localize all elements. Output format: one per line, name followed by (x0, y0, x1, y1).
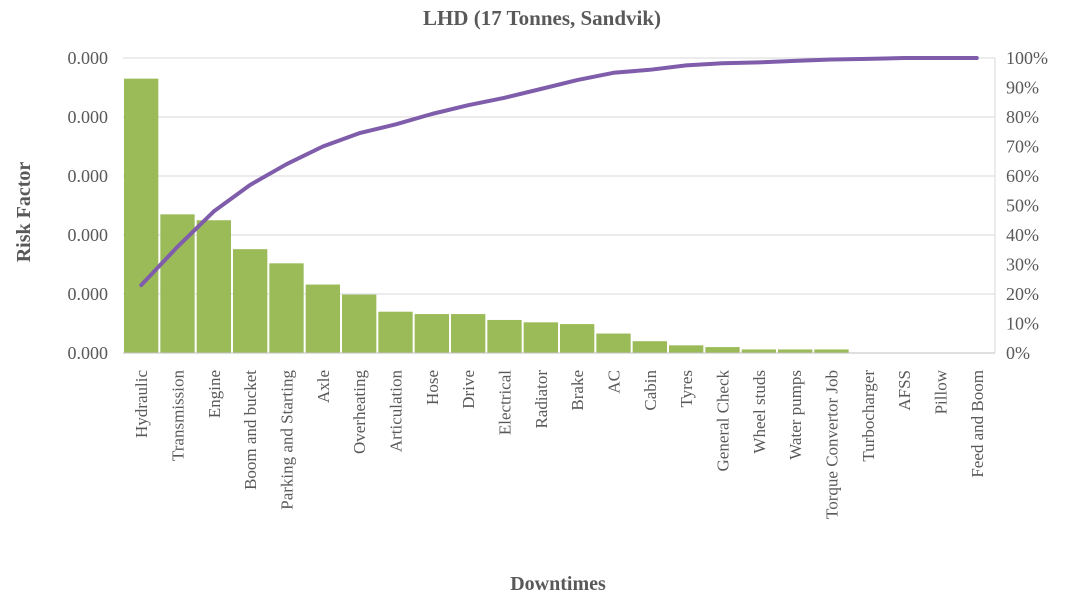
bar-3 (233, 249, 268, 353)
bar-8 (414, 314, 449, 353)
bar-13 (596, 333, 631, 353)
bar-10 (487, 319, 522, 353)
bar-16 (705, 347, 740, 353)
category-label: Engine (205, 370, 224, 418)
cumulative-line-series (139, 56, 979, 288)
category-label: Turbocharger (859, 370, 878, 462)
bar-9 (451, 314, 486, 353)
category-label: General Check (714, 370, 733, 472)
bar-2 (196, 220, 231, 353)
category-label: Water pumps (786, 370, 805, 460)
category-label: Hose (423, 370, 442, 405)
category-labels: Hydraulic Transmission Engine Boom and buck… (132, 369, 987, 519)
left-tick-label: 0.000 (68, 107, 109, 127)
category-label: Axle (314, 370, 333, 403)
bar-7 (378, 311, 413, 353)
category-label: Pillow (932, 369, 951, 414)
category-label: Wheel studs (750, 370, 769, 454)
category-label: Boom and bucket (241, 370, 260, 490)
category-label: AC (605, 370, 624, 394)
bar-11 (523, 322, 558, 353)
y-axis-title: Risk Factor (13, 162, 35, 263)
right-axis-ticks: 0% 10% 20% 30% 40% 50% 60% 70% 80% 90% 100% (1006, 48, 1048, 363)
bar-6 (342, 294, 377, 353)
cumulative-line (139, 56, 979, 288)
left-tick-label: 0.000 (68, 48, 109, 68)
category-label: Tyres (677, 370, 696, 408)
right-tick-label: 80% (1006, 107, 1039, 127)
bar-series (123, 78, 995, 354)
right-tick-label: 40% (1006, 225, 1039, 245)
category-label: AFSS (895, 370, 914, 411)
category-label: Electrical (496, 370, 515, 435)
bar-4 (269, 263, 304, 353)
right-tick-label: 50% (1006, 196, 1039, 216)
left-tick-label: 0.000 (68, 343, 109, 363)
left-tick-label: 0.000 (68, 225, 109, 245)
category-label: Radiator (532, 370, 551, 429)
right-tick-label: 10% (1006, 314, 1039, 334)
left-tick-label: 0.000 (68, 166, 109, 186)
right-tick-label: 0% (1006, 343, 1030, 363)
right-tick-label: 70% (1006, 137, 1039, 157)
bar-0 (124, 78, 159, 354)
right-tick-label: 100% (1006, 48, 1048, 68)
right-tick-label: 90% (1006, 78, 1039, 98)
right-tick-label: 20% (1006, 284, 1039, 304)
category-label: Torque Convertor Job (823, 370, 842, 519)
bar-17 (741, 349, 776, 353)
category-label: Cabin (641, 370, 660, 411)
category-label: Hydraulic (132, 370, 151, 438)
category-label: Feed and Boom (968, 370, 987, 478)
category-label: Transmission (169, 370, 188, 462)
left-tick-label: 0.000 (68, 284, 109, 304)
bar-19 (814, 349, 849, 353)
category-label: Articulation (387, 370, 406, 453)
bar-18 (778, 349, 813, 353)
right-tick-label: 30% (1006, 255, 1039, 275)
bar-12 (560, 324, 595, 353)
bar-15 (669, 345, 704, 353)
category-label: Brake (568, 370, 587, 411)
left-axis-ticks: 0.000 0.000 0.000 0.000 0.000 0.000 (68, 48, 109, 363)
category-label: Parking and Starting (278, 370, 297, 510)
category-label: Overheating (350, 370, 369, 455)
right-tick-label: 60% (1006, 166, 1039, 186)
chart-title: LHD (17 Tonnes, Sandvik) (423, 6, 661, 30)
bar-5 (305, 284, 340, 353)
category-label: Drive (459, 370, 478, 409)
x-axis-title: Downtimes (510, 573, 606, 595)
bar-14 (632, 341, 667, 353)
